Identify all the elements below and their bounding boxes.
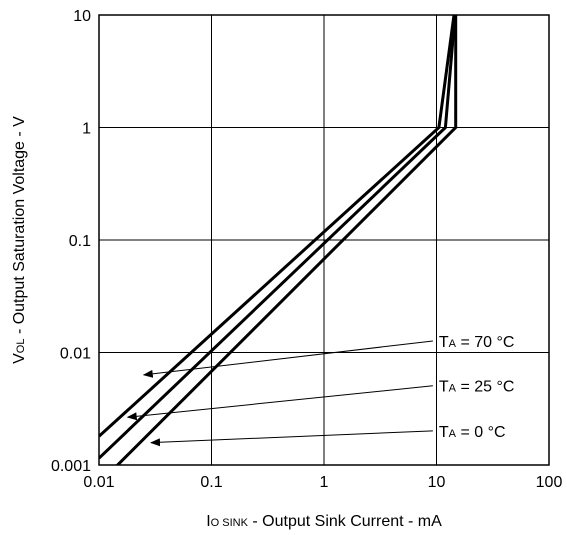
series-label-sub: A xyxy=(449,338,457,350)
x-label-main: I xyxy=(206,513,210,530)
series-line-1 xyxy=(99,15,457,460)
x-tick-label: 1 xyxy=(320,474,329,491)
grid xyxy=(99,15,549,465)
y-tick-label: 1 xyxy=(82,121,91,138)
series-label: TA = 25 °C xyxy=(439,379,515,396)
series-label-main: T xyxy=(439,379,449,396)
series-label-sub: A xyxy=(449,383,457,395)
series-label-sub: A xyxy=(449,428,457,440)
series-group xyxy=(99,15,458,465)
x-label-rest: - Output Sink Current - mA xyxy=(248,513,442,530)
series-label-rest: = 25 °C xyxy=(456,379,514,396)
x-axis-label: IO SINK - Output Sink Current - mA xyxy=(206,513,442,530)
series-label-main: T xyxy=(439,334,449,351)
y-label-main: V xyxy=(11,353,28,364)
x-tick-label: 10 xyxy=(428,474,446,491)
plot-frame xyxy=(98,14,550,466)
annotations: TA = 70 °CTA = 25 °CTA = 0 °C xyxy=(126,334,515,447)
x-label-sub: O SINK xyxy=(211,517,249,529)
series-leader-arrow xyxy=(142,340,433,378)
series-line-0 xyxy=(99,15,456,438)
series-label-main: T xyxy=(439,424,449,441)
series-label: TA = 70 °C xyxy=(439,334,515,351)
series-label-rest: = 0 °C xyxy=(456,424,506,441)
x-tick-label: 0.01 xyxy=(83,474,114,491)
series-leader-arrow xyxy=(150,430,433,447)
y-tick-label: 0.01 xyxy=(60,346,91,363)
y-axis-label: VOL - Output Saturation Voltage - V xyxy=(11,116,28,364)
y-tick-label: 10 xyxy=(73,8,91,25)
y-label-rest: - Output Saturation Voltage - V xyxy=(11,116,28,339)
y-tick-label: 0.1 xyxy=(69,233,91,250)
series-line-2 xyxy=(115,15,458,465)
series-leader-arrow xyxy=(126,385,433,421)
x-tick-label: 0.1 xyxy=(200,474,222,491)
y-tick-label: 0.001 xyxy=(51,458,91,475)
x-tick-label: 100 xyxy=(536,474,563,491)
y-label-sub: OL xyxy=(15,339,27,354)
series-label: TA = 0 °C xyxy=(439,424,506,441)
series-label-rest: = 70 °C xyxy=(456,334,514,351)
